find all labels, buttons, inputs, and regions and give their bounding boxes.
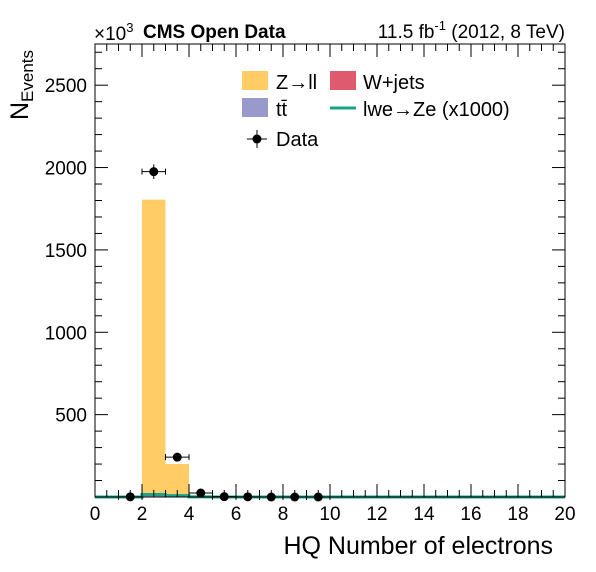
x-tick-label: 2 (137, 504, 148, 525)
legend-label-wjets: W+jets (363, 72, 425, 94)
x-tick-label: 0 (90, 504, 101, 525)
legend-label-data: Data (276, 129, 319, 151)
legend-data-dot (252, 134, 262, 144)
data-point (165, 452, 190, 462)
data-marker (149, 167, 159, 177)
data-point (141, 164, 166, 179)
axis-ticks: 0 2 4 6 8 10 12 14 16 18 20 500 1000 1500 2000 2500 (45, 44, 576, 525)
y-tick-label: 2500 (45, 76, 87, 97)
legend-swatch-zll (242, 71, 268, 90)
data-marker (172, 452, 182, 462)
x-tick-label: 6 (231, 504, 242, 525)
legend-marker-data (247, 130, 267, 148)
x-tick-label: 16 (460, 504, 481, 525)
legend-label-signal: lwe→Ze (x1000) (363, 99, 510, 121)
x-tick-label: 12 (366, 504, 387, 525)
y-axis-multiplier: ×103 (94, 20, 133, 45)
legend: Z→ll W+jets tt̄ lwe→Ze (x1000) Data (242, 71, 510, 151)
bar-zll (142, 199, 166, 495)
experiment-label: CMS Open Data (143, 22, 286, 43)
y-tick-label: 1000 (45, 323, 87, 344)
legend-swatch-wjets (330, 71, 356, 90)
bar-zll (165, 464, 189, 496)
y-axis-title: NEvents (6, 50, 37, 120)
y-tick-label: 1500 (45, 241, 87, 262)
x-tick-label: 8 (278, 504, 289, 525)
x-tick-label: 4 (184, 504, 195, 525)
x-tick-label: 10 (319, 504, 340, 525)
y-tick-label: 2000 (45, 159, 87, 180)
y-tick-label: 500 (55, 406, 87, 427)
legend-label-ttbar: tt̄ (276, 99, 288, 121)
x-axis-title: HQ Number of electrons (283, 532, 553, 560)
x-tick-label: 14 (413, 504, 435, 525)
legend-swatch-ttbar (242, 98, 268, 117)
stacked-histogram (142, 199, 189, 497)
x-tick-label: 18 (507, 504, 528, 525)
luminosity-label: 11.5 fb-1 (2012, 8 TeV) (378, 18, 565, 43)
x-tick-label: 20 (554, 504, 575, 525)
legend-label-zll: Z→ll (276, 72, 317, 94)
